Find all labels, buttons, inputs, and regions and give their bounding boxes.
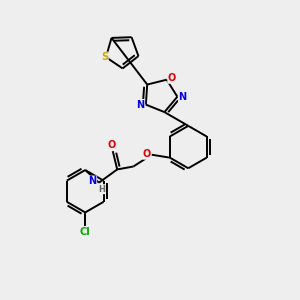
Text: O: O — [143, 149, 151, 159]
Text: S: S — [101, 52, 108, 62]
Text: Cl: Cl — [80, 227, 91, 237]
Text: O: O — [168, 73, 176, 83]
Text: N: N — [178, 92, 187, 102]
Text: N: N — [136, 100, 145, 110]
Text: H: H — [98, 185, 105, 194]
Text: O: O — [107, 140, 116, 150]
Text: N: N — [88, 176, 97, 186]
